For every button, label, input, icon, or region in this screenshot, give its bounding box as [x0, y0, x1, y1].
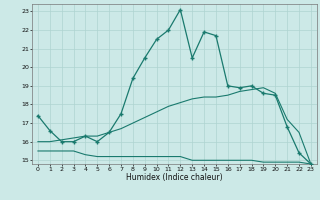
X-axis label: Humidex (Indice chaleur): Humidex (Indice chaleur)	[126, 173, 223, 182]
